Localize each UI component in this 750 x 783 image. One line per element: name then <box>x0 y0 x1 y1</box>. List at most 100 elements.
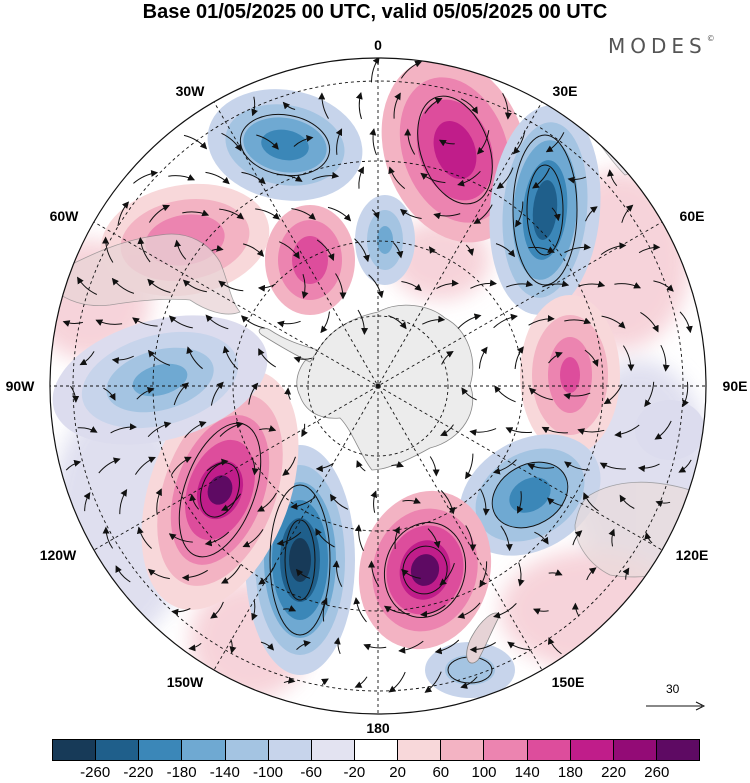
wind-vector-arrow <box>77 276 98 295</box>
colorbar-tick-label: -100 <box>252 764 284 781</box>
wind-vector-arrow <box>465 244 475 256</box>
wind-vector-arrow <box>293 356 313 363</box>
wind-vector-arrow <box>404 128 416 155</box>
wind-vector-arrow <box>517 491 524 514</box>
wind-vector-arrow <box>259 425 277 432</box>
anomaly-neg-85w <box>52 315 268 445</box>
wind-vector-arrow <box>355 92 363 120</box>
wind-vector-arrow <box>183 134 208 150</box>
wind-vector-arrow <box>465 453 474 480</box>
wind-vector-arrow <box>219 421 244 437</box>
wind-vector-arrow <box>229 639 237 654</box>
wind-vector-arrow <box>572 530 583 546</box>
wind-vector-arrow <box>420 172 446 184</box>
wind-vector-arrow <box>391 461 404 468</box>
wind-vector-arrow <box>614 282 642 289</box>
lon-label-120w: 120W <box>40 547 77 563</box>
wind-vector-arrow <box>564 461 590 471</box>
wind-vector-arrow <box>186 346 203 370</box>
colorbar-tick-label: 180 <box>557 764 583 781</box>
wind-vector-arrow <box>547 497 563 507</box>
wind-vector-arrow <box>644 381 655 408</box>
wind-vector-arrow <box>619 494 635 509</box>
wind-vector-arrow <box>678 459 692 473</box>
wind-vector-arrow <box>293 134 314 147</box>
antarctica-land <box>296 304 474 471</box>
wind-vector-arrow <box>251 457 259 476</box>
wind-vector-arrow <box>436 279 459 289</box>
wind-vector-arrow <box>388 671 406 693</box>
wind-vector-arrow <box>257 492 277 512</box>
wind-vector-arrow <box>371 58 380 83</box>
wind-vector-arrow <box>512 130 526 155</box>
wind-vector-arrow <box>368 560 380 587</box>
wind-vector-arrow <box>457 602 481 619</box>
wind-vector-arrow <box>251 96 258 117</box>
wind-vector-arrow <box>478 346 488 369</box>
lon-label-150w: 150W <box>167 674 204 690</box>
wind-vector-arrow <box>424 671 442 693</box>
wind-vector-arrow <box>363 643 387 651</box>
wind-vector-arrow <box>622 567 630 580</box>
wind-vector-arrow <box>65 459 82 471</box>
wind-vector-arrow <box>601 315 626 329</box>
wind-vector-arrow <box>422 315 446 325</box>
wind-vector-arrow <box>607 169 618 187</box>
wind-vector-arrow <box>532 608 549 615</box>
wind-vector-arrow <box>401 568 421 579</box>
wind-vector-arrow <box>241 171 266 185</box>
wind-vector-arrow <box>457 313 482 329</box>
wind-vector-arrow <box>479 561 488 588</box>
lon-label-90e: 90E <box>723 378 748 394</box>
wind-vector-arrow <box>221 132 242 152</box>
wind-vector-arrow <box>428 246 438 254</box>
wind-vector-arrow <box>679 311 693 334</box>
wind-vector-arrow <box>255 208 280 220</box>
colorbar-tick-label: -260 <box>80 764 111 781</box>
longitude-labels: 0 30E 60E 90E 120E 150E 180 150W 120W 90… <box>6 37 748 735</box>
anomaly-neg-100e <box>635 400 705 460</box>
colorbar-swatch <box>441 740 485 760</box>
lon-label-30w: 30W <box>176 83 206 99</box>
colorbar-tick-label: -220 <box>123 764 154 781</box>
wind-vector-arrow <box>655 500 671 508</box>
wind-vector-arrow <box>440 490 456 515</box>
wind-vector-arrow <box>242 243 265 257</box>
wind-vector-arrow <box>551 207 561 222</box>
lon-label-30e: 30E <box>553 83 578 99</box>
wind-vector-arrow <box>492 459 517 475</box>
colorbar-swatch <box>484 740 528 760</box>
wind-vector-arrow <box>682 381 689 408</box>
colorbar-tick-label: -140 <box>209 764 240 781</box>
wind-vector-arrow <box>136 526 152 549</box>
wind-vector-arrow <box>173 382 189 406</box>
wind-vector-arrow <box>457 170 481 187</box>
wind-vector-arrow <box>585 206 598 222</box>
wind-vector-arrow <box>638 243 661 254</box>
wind-vector-arrow <box>168 533 193 543</box>
wind-vector-arrow <box>318 92 329 119</box>
colorbar-tick-label: 100 <box>471 764 497 781</box>
wind-vector-arrow <box>548 351 563 364</box>
wind-vector-arrow <box>439 562 455 586</box>
wind-vector-arrow <box>469 428 497 436</box>
wind-vector-arrow <box>614 424 640 438</box>
wind-vector-arrow <box>460 676 478 689</box>
colorbar-tick-label: 220 <box>601 764 627 781</box>
wind-vector-arrow <box>354 524 364 552</box>
wind-vector-arrow <box>315 528 335 548</box>
wind-vector-arrow <box>465 525 477 552</box>
wind-vector-arrow <box>388 166 406 189</box>
wind-vector-arrow <box>434 639 460 655</box>
reference-vector: 30 <box>644 682 706 722</box>
map-boundary <box>49 57 707 715</box>
anomaly-neg-30w <box>207 89 363 201</box>
wind-vector-arrow <box>369 128 377 156</box>
wind-vector-arrow <box>368 274 384 299</box>
wind-vector-arrow <box>357 166 364 189</box>
wind-vector-arrow <box>210 381 224 406</box>
wind-vector-arrow <box>577 428 605 435</box>
lon-label-90w: 90W <box>6 378 36 394</box>
colorbar-tick-label: -60 <box>300 764 323 781</box>
wind-vector-arrow <box>62 320 84 327</box>
